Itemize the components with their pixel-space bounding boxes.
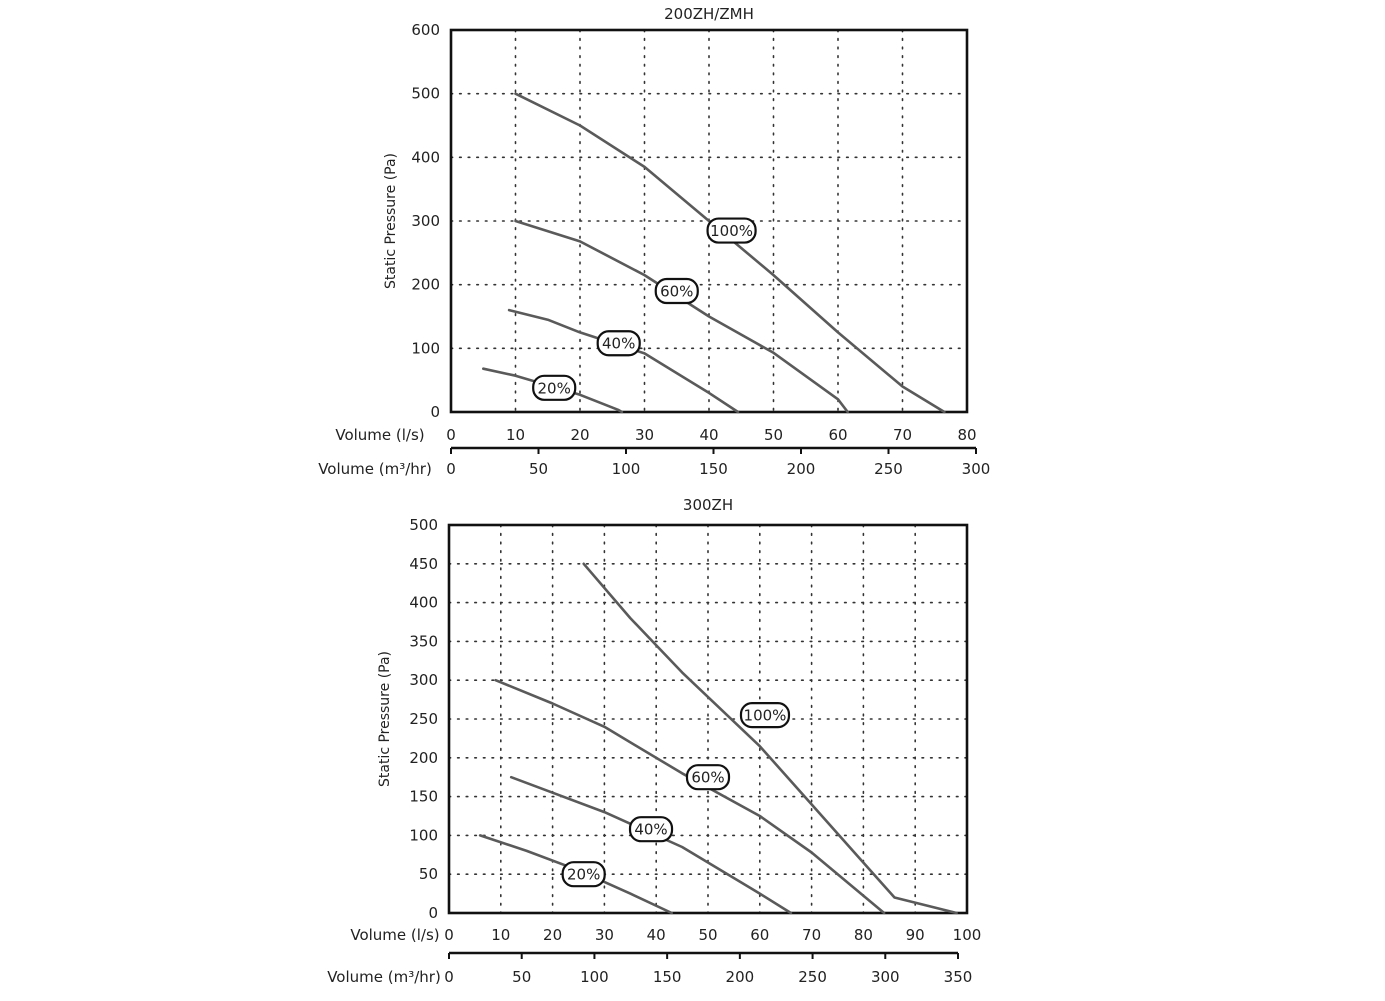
secondary-x-tick-label: 150 <box>699 460 728 478</box>
x-tick-label: 20 <box>543 926 562 944</box>
x-tick-label: 50 <box>698 926 717 944</box>
series-curve-100pct <box>514 92 946 414</box>
x-tick-label: 50 <box>764 426 783 444</box>
y-tick-label: 0 <box>428 904 438 922</box>
series-label: 20% <box>567 866 600 884</box>
y-tick-label: 500 <box>411 85 440 103</box>
x-tick-label: 100 <box>953 926 982 944</box>
x-tick-label: 40 <box>647 926 666 944</box>
y-tick-label: 450 <box>409 555 438 573</box>
series-label: 40% <box>602 335 635 353</box>
series-label-badge <box>685 764 731 791</box>
series-label: 60% <box>660 283 693 301</box>
y-tick-label: 200 <box>409 749 438 767</box>
chart-title: 200ZH/ZMH <box>664 5 754 23</box>
x-tick-label: 30 <box>595 926 614 944</box>
series-label-badge <box>654 277 699 305</box>
x-tick-label: 90 <box>906 926 925 944</box>
series-curve-60pct <box>514 219 849 414</box>
secondary-x-tick-label: 200 <box>787 460 816 478</box>
secondary-x-tick-label: 250 <box>798 968 827 986</box>
x-tick-label: 40 <box>699 426 718 444</box>
x-axis-label: Volume (l/s) <box>350 926 439 944</box>
y-tick-label: 50 <box>419 865 438 883</box>
x-tick-label: 30 <box>635 426 654 444</box>
series-curve-60pct <box>494 678 886 915</box>
series-label-badge <box>706 217 757 244</box>
secondary-x-axis-label: Volume (m³/hr) <box>327 968 441 986</box>
series-curve-100pct <box>582 562 958 915</box>
y-tick-label: 300 <box>409 671 438 689</box>
x-tick-label: 0 <box>444 926 454 944</box>
y-tick-label: 600 <box>411 21 440 39</box>
secondary-x-tick-label: 0 <box>446 460 456 478</box>
x-tick-label: 60 <box>750 926 769 944</box>
chart-title: 300ZH <box>683 496 733 514</box>
x-tick-label: 70 <box>802 926 821 944</box>
plot-frame <box>447 523 969 915</box>
x-tick-label: 10 <box>491 926 510 944</box>
series-label: 40% <box>634 821 667 839</box>
y-tick-label: 400 <box>411 148 440 166</box>
y-tick-label: 150 <box>409 788 438 806</box>
secondary-x-tick-label: 250 <box>874 460 903 478</box>
x-axis-label: Volume (l/s) <box>335 426 424 444</box>
secondary-x-tick-label: 0 <box>444 968 454 986</box>
plot-frame <box>449 28 969 414</box>
y-tick-label: 400 <box>409 594 438 612</box>
secondary-x-tick-label: 100 <box>580 968 609 986</box>
x-tick-label: 10 <box>506 426 525 444</box>
y-tick-label: 500 <box>409 516 438 534</box>
y-axis-label: Static Pressure (Pa) <box>377 651 393 787</box>
x-tick-label: 20 <box>570 426 589 444</box>
y-tick-label: 0 <box>430 403 440 421</box>
secondary-x-tick-label: 300 <box>871 968 900 986</box>
series-label-badge <box>628 816 674 843</box>
series-label-badge <box>561 861 606 888</box>
x-tick-label: 60 <box>828 426 847 444</box>
secondary-x-tick-label: 200 <box>726 968 755 986</box>
y-tick-label: 250 <box>409 710 438 728</box>
series-curve-20pct <box>482 367 624 414</box>
y-tick-label: 100 <box>411 339 440 357</box>
series-label: 60% <box>691 769 724 787</box>
secondary-x-tick-label: 50 <box>512 968 531 986</box>
y-tick-label: 100 <box>409 826 438 844</box>
y-tick-label: 300 <box>411 212 440 230</box>
x-tick-label: 70 <box>893 426 912 444</box>
series-label: 20% <box>538 379 571 397</box>
series-label-badge <box>596 330 641 357</box>
y-axis-label: Static Pressure (Pa) <box>383 153 399 289</box>
x-tick-label: 80 <box>854 926 873 944</box>
series-label: 100% <box>744 707 787 725</box>
x-tick-label: 0 <box>446 426 456 444</box>
y-tick-label: 350 <box>409 632 438 650</box>
series-label-badge <box>739 702 791 729</box>
secondary-x-tick-label: 150 <box>653 968 682 986</box>
series-label: 100% <box>710 222 753 240</box>
secondary-x-tick-label: 100 <box>612 460 641 478</box>
secondary-x-tick-label: 50 <box>529 460 548 478</box>
y-tick-label: 200 <box>411 276 440 294</box>
secondary-x-tick-label: 350 <box>944 968 973 986</box>
chart-2: 300ZH050100150200250300350400450500Stati… <box>327 496 981 986</box>
series-label-badge <box>532 374 577 401</box>
secondary-x-axis-label: Volume (m³/hr) <box>318 460 432 478</box>
secondary-x-tick-label: 300 <box>962 460 991 478</box>
x-tick-label: 80 <box>957 426 976 444</box>
